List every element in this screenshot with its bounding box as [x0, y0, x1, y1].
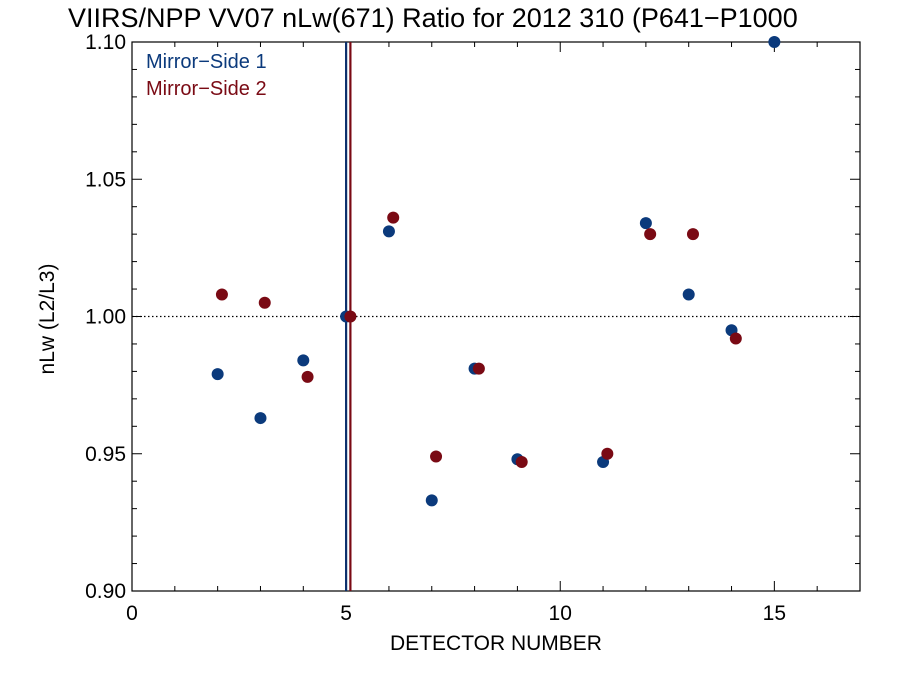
chart-title: VIIRS/NPP VV07 nLw(671) Ratio for 2012 3… — [68, 3, 798, 33]
legend-item-series-2: Mirror−Side 2 — [146, 78, 267, 100]
x-tick-label: 5 — [340, 602, 352, 625]
y-tick-label: 1.10 — [85, 31, 126, 54]
data-point-series-2 — [729, 332, 742, 345]
data-point-series-2 — [644, 228, 657, 241]
data-point-series-2 — [515, 455, 528, 468]
data-point-series-1 — [382, 225, 395, 238]
y-axis-label: nLw (L2/L3) — [36, 264, 59, 375]
data-point-series-1 — [639, 217, 652, 230]
legend-item-series-1: Mirror−Side 1 — [146, 51, 267, 73]
data-point-series-2 — [258, 296, 271, 309]
plot-area: 0 5 10 15 0.90 0.95 1.00 1.05 1.10 — [85, 31, 861, 625]
y-tick-label: 0.90 — [85, 580, 126, 603]
data-point-series-2 — [472, 362, 485, 375]
x-tick-label: 10 — [549, 602, 572, 625]
data-point-series-1 — [682, 288, 695, 301]
data-point-series-2 — [301, 370, 314, 383]
data-point-series-2 — [430, 450, 443, 463]
data-point-series-1 — [211, 368, 224, 381]
data-point-series-2 — [344, 310, 357, 323]
data-point-series-2 — [215, 288, 228, 301]
data-point-series-2 — [686, 228, 699, 241]
data-point-series-1 — [297, 354, 310, 367]
data-point-series-1 — [425, 494, 438, 507]
legend: Mirror−Side 1 Mirror−Side 2 — [146, 51, 267, 100]
x-axis-label: DETECTOR NUMBER — [390, 632, 602, 655]
data-point-series-1 — [768, 36, 781, 48]
data-point-series-1 — [254, 412, 267, 425]
y-tick-label: 0.95 — [85, 443, 126, 466]
y-tick-label: 1.00 — [85, 306, 126, 329]
data-point-series-2 — [387, 211, 400, 224]
data-point-series-2 — [601, 447, 614, 460]
y-tick-label: 1.05 — [85, 168, 126, 191]
x-tick-label: 0 — [126, 602, 138, 625]
x-tick-label: 15 — [763, 602, 786, 625]
